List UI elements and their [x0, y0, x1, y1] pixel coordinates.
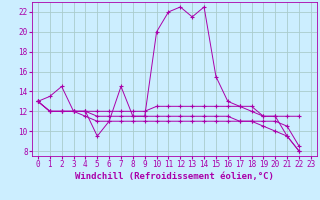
X-axis label: Windchill (Refroidissement éolien,°C): Windchill (Refroidissement éolien,°C): [75, 172, 274, 181]
